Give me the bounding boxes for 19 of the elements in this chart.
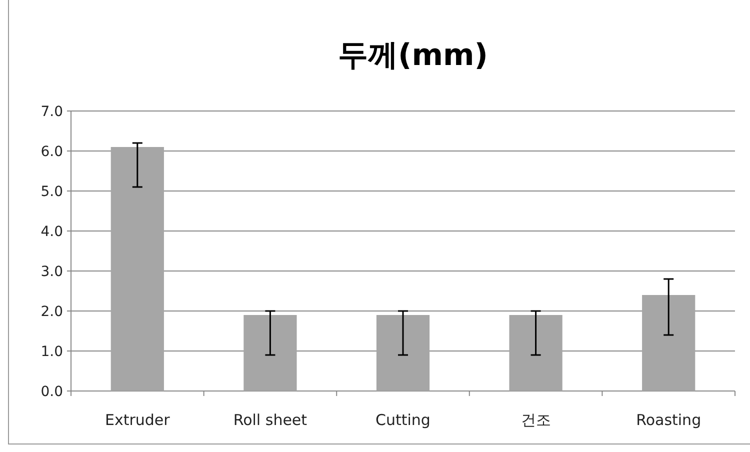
- bar: [376, 315, 430, 391]
- y-tick-label: 6.0: [40, 144, 63, 160]
- x-tick-label: Cutting: [376, 411, 430, 429]
- y-tick-label: 2.0: [40, 304, 63, 320]
- y-tick-label: 7.0: [40, 104, 63, 120]
- x-tick-label: 건조: [520, 411, 551, 429]
- y-tick-label: 3.0: [40, 264, 63, 280]
- y-tick-label: 1.0: [40, 344, 63, 360]
- bar: [110, 147, 164, 391]
- bar: [642, 295, 696, 391]
- x-tick-label: Roll sheet: [233, 411, 308, 429]
- y-tick-label: 4.0: [40, 224, 63, 240]
- y-tick-label: 5.0: [40, 184, 63, 200]
- chart-title: 두께(mm): [338, 38, 488, 73]
- x-tick-label: Roasting: [636, 411, 702, 429]
- y-tick-label: 0.0: [40, 384, 63, 400]
- bar: [244, 315, 297, 391]
- bar: [509, 315, 562, 391]
- x-tick-label: Extruder: [104, 411, 171, 429]
